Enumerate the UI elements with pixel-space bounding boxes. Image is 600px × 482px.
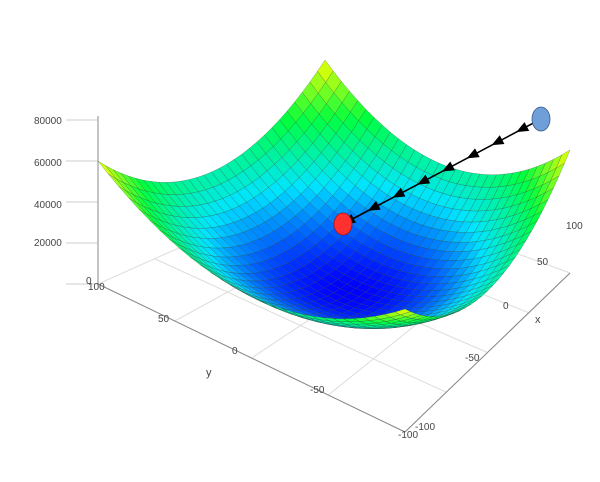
x-tick-label: -100 xyxy=(415,422,435,433)
surface-patch xyxy=(317,59,334,83)
surface-patch xyxy=(555,149,571,169)
x-tick-label: 50 xyxy=(537,257,549,268)
surface-patch xyxy=(97,160,116,179)
surface-layer xyxy=(97,59,571,329)
x-tick-label: 0 xyxy=(503,301,509,312)
x-axis-label: x xyxy=(535,314,541,326)
descent-arrowhead xyxy=(491,135,505,146)
z-tick-label: 20000 xyxy=(34,238,62,249)
y-axis-label: y xyxy=(206,367,212,379)
z-tick-label: 80000 xyxy=(34,116,62,127)
gradient-descent-path xyxy=(333,106,551,236)
x-tick-label: -50 xyxy=(465,353,480,364)
surface-patch xyxy=(394,308,412,315)
y-tick-label: 100 xyxy=(88,282,105,293)
start-point xyxy=(531,106,551,132)
y-tick-label: 50 xyxy=(158,314,170,325)
descent-arrowhead xyxy=(442,161,455,172)
y-tick-label: -50 xyxy=(310,385,325,396)
descent-arrowhead xyxy=(466,148,480,159)
axis-line xyxy=(97,283,406,433)
end-point xyxy=(333,212,353,236)
descent-arrowhead xyxy=(392,187,406,198)
descent-arrowhead xyxy=(516,122,530,133)
x-tick-label: 100 xyxy=(566,221,583,232)
z-tick-label: 60000 xyxy=(34,158,62,169)
y-tick-label: 0 xyxy=(232,346,238,357)
descent-arrowhead xyxy=(367,200,381,211)
descent-arrowhead xyxy=(417,174,431,185)
axis-line xyxy=(404,272,571,433)
z-tick-label: 0 xyxy=(86,276,92,287)
z-tick-label: 40000 xyxy=(34,200,62,211)
y-tick-label: -100 xyxy=(398,430,418,441)
